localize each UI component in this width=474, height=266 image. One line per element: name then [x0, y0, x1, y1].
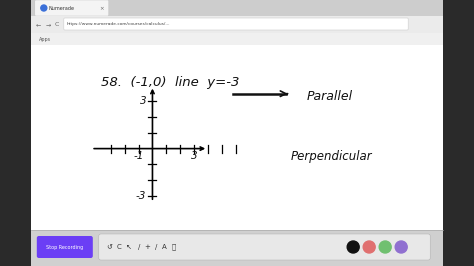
Text: ⬜: ⬜ — [172, 244, 176, 250]
Circle shape — [363, 241, 375, 253]
Text: /: / — [155, 244, 157, 250]
Text: Numerade: Numerade — [49, 6, 75, 11]
Bar — [31, 0, 443, 16]
Text: C: C — [55, 22, 59, 27]
Text: Stop Recording: Stop Recording — [46, 244, 83, 250]
Text: https://www.numerade.com/courses/calculus/...: https://www.numerade.com/courses/calculu… — [67, 23, 170, 27]
Circle shape — [347, 241, 359, 253]
Circle shape — [379, 241, 391, 253]
Text: 3: 3 — [191, 151, 198, 161]
Text: C: C — [117, 244, 121, 250]
FancyBboxPatch shape — [99, 234, 430, 260]
Text: ↺: ↺ — [106, 244, 112, 250]
Bar — [31, 230, 443, 266]
Text: Apps: Apps — [39, 36, 51, 41]
Text: 3: 3 — [140, 97, 147, 106]
Text: ×: × — [100, 6, 104, 11]
Text: +: + — [144, 244, 150, 250]
FancyBboxPatch shape — [35, 0, 109, 16]
FancyBboxPatch shape — [37, 236, 93, 258]
Text: -1: -1 — [133, 151, 144, 161]
Text: Parallel: Parallel — [307, 90, 353, 103]
Bar — [31, 45, 443, 230]
Text: ←: ← — [36, 22, 41, 27]
Text: A: A — [163, 244, 167, 250]
FancyBboxPatch shape — [64, 18, 408, 30]
Text: Perpendicular: Perpendicular — [291, 150, 372, 163]
Bar — [31, 16, 443, 33]
Text: /: / — [137, 244, 140, 250]
Circle shape — [395, 241, 407, 253]
Text: -3: -3 — [135, 191, 146, 201]
Text: →: → — [45, 22, 50, 27]
Bar — [443, 0, 474, 266]
Text: 58.  (-1,0)  line  y=-3: 58. (-1,0) line y=-3 — [101, 76, 239, 89]
Circle shape — [41, 5, 47, 11]
Bar — [31, 33, 443, 45]
Bar — [0, 0, 31, 266]
Text: ↖: ↖ — [126, 244, 132, 250]
